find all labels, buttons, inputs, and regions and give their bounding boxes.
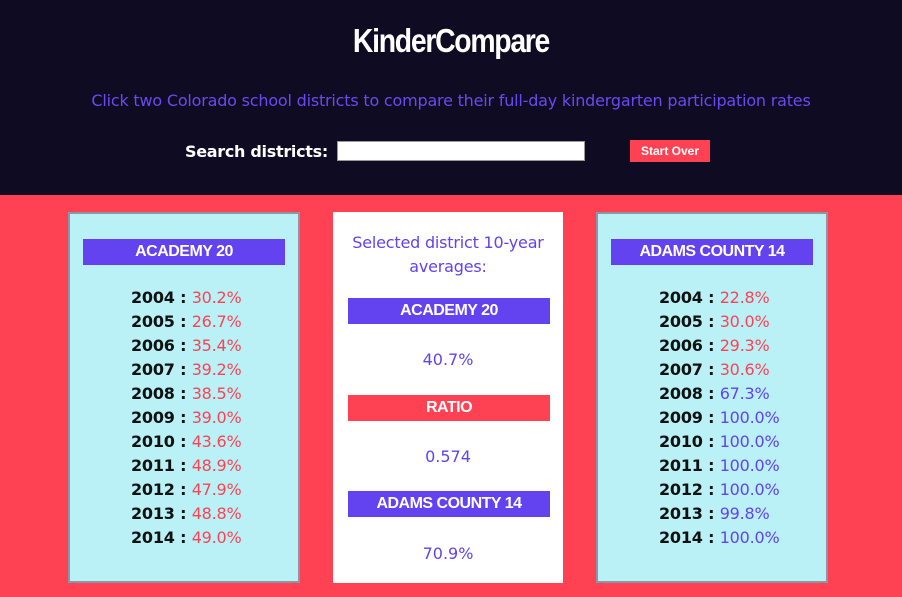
list-item: 2008 : 38.5% — [131, 384, 242, 403]
rate-value: 30.6% — [719, 360, 770, 379]
list-item: 2013 : 48.8% — [131, 504, 242, 523]
right-district-card[interactable]: ADAMS COUNTY 14 2004 : 22.8% 2005 : 30.0… — [596, 212, 828, 583]
list-item: 2005 : 26.7% — [131, 312, 242, 331]
list-item: 2012 : 100.0% — [659, 480, 780, 499]
rate-year: 2013 — [659, 504, 703, 523]
list-item: 2007 : 30.6% — [659, 360, 770, 379]
rate-value: 39.0% — [191, 408, 242, 427]
rate-year: 2010 — [131, 432, 175, 451]
rate-year: 2009 — [659, 408, 703, 427]
ratio-label: RATIO — [348, 395, 550, 421]
list-item: 2014 : 100.0% — [659, 528, 780, 547]
rate-value: 35.4% — [191, 336, 242, 355]
rate-value: 22.8% — [719, 288, 770, 307]
list-item: 2011 : 48.9% — [131, 456, 242, 475]
right-district-name: ADAMS COUNTY 14 — [611, 239, 813, 265]
rate-value: 29.3% — [719, 336, 770, 355]
start-over-button[interactable]: Start Over — [630, 140, 710, 162]
rate-year: 2013 — [131, 504, 175, 523]
rate-year: 2008 — [659, 384, 703, 403]
list-item: 2013 : 99.8% — [659, 504, 770, 523]
list-item: 2004 : 30.2% — [131, 288, 242, 307]
instructions-text: Click two Colorado school districts to c… — [91, 91, 811, 110]
comparison-district-b-name: ADAMS COUNTY 14 — [348, 491, 550, 517]
rate-year: 2006 — [659, 336, 703, 355]
left-district-card[interactable]: ACADEMY 20 2004 : 30.2% 2005 : 26.7% 200… — [68, 212, 300, 583]
app-title: KinderCompare — [352, 22, 550, 59]
rate-value: 99.8% — [719, 504, 770, 523]
search-input[interactable] — [337, 141, 585, 161]
comparison-district-a-average: 40.7% — [422, 350, 474, 369]
rate-value: 100.0% — [719, 456, 780, 475]
rate-year: 2014 — [659, 528, 703, 547]
rate-value: 100.0% — [719, 528, 780, 547]
rate-year: 2004 — [659, 288, 703, 307]
rate-value: 30.2% — [191, 288, 242, 307]
rate-value: 100.0% — [719, 480, 780, 499]
rate-year: 2004 — [131, 288, 175, 307]
rate-year: 2006 — [131, 336, 175, 355]
rate-value: 48.8% — [191, 504, 242, 523]
list-item: 2010 : 43.6% — [131, 432, 242, 451]
list-item: 2009 : 100.0% — [659, 408, 780, 427]
rate-value: 100.0% — [719, 432, 780, 451]
rate-year: 2007 — [131, 360, 175, 379]
rate-year: 2005 — [659, 312, 703, 331]
list-item: 2009 : 39.0% — [131, 408, 242, 427]
rate-value: 47.9% — [191, 480, 242, 499]
rate-value: 43.6% — [191, 432, 242, 451]
rate-year: 2012 — [659, 480, 703, 499]
rate-year: 2010 — [659, 432, 703, 451]
rate-year: 2009 — [131, 408, 175, 427]
list-item: 2012 : 47.9% — [131, 480, 242, 499]
rate-value: 100.0% — [719, 408, 780, 427]
left-rates-list: 2004 : 30.2% 2005 : 26.7% 2006 : 35.4% 2… — [70, 286, 298, 550]
list-item: 2004 : 22.8% — [659, 288, 770, 307]
comparison-district-a-name: ACADEMY 20 — [348, 298, 550, 324]
rate-year: 2012 — [131, 480, 175, 499]
list-item: 2005 : 30.0% — [659, 312, 770, 331]
list-item: 2006 : 29.3% — [659, 336, 770, 355]
rate-year: 2007 — [659, 360, 703, 379]
rate-year: 2014 — [131, 528, 175, 547]
rate-year: 2011 — [131, 456, 175, 475]
right-rates-list: 2004 : 22.8% 2005 : 30.0% 2006 : 29.3% 2… — [598, 286, 826, 550]
rate-value: 30.0% — [719, 312, 770, 331]
ratio-value: 0.574 — [425, 447, 471, 466]
rate-value: 49.0% — [191, 528, 242, 547]
list-item: 2008 : 67.3% — [659, 384, 770, 403]
list-item: 2011 : 100.0% — [659, 456, 780, 475]
list-item: 2014 : 49.0% — [131, 528, 242, 547]
list-item: 2007 : 39.2% — [131, 360, 242, 379]
rate-value: 38.5% — [191, 384, 242, 403]
rate-value: 39.2% — [191, 360, 242, 379]
rate-value: 26.7% — [191, 312, 242, 331]
list-item: 2010 : 100.0% — [659, 432, 780, 451]
rate-value: 48.9% — [191, 456, 242, 475]
rate-value: 67.3% — [719, 384, 770, 403]
comparison-title: Selected district 10-year averages: — [352, 233, 544, 276]
left-district-name: ACADEMY 20 — [83, 239, 285, 265]
list-item: 2006 : 35.4% — [131, 336, 242, 355]
search-label: Search districts: — [185, 142, 328, 161]
comparison-card: Selected district 10-year averages: ACAD… — [333, 212, 563, 583]
rate-year: 2008 — [131, 384, 175, 403]
rate-year: 2011 — [659, 456, 703, 475]
rate-year: 2005 — [131, 312, 175, 331]
comparison-district-b-average: 70.9% — [422, 544, 474, 563]
header-bar: KinderCompare Click two Colorado school … — [0, 0, 902, 195]
